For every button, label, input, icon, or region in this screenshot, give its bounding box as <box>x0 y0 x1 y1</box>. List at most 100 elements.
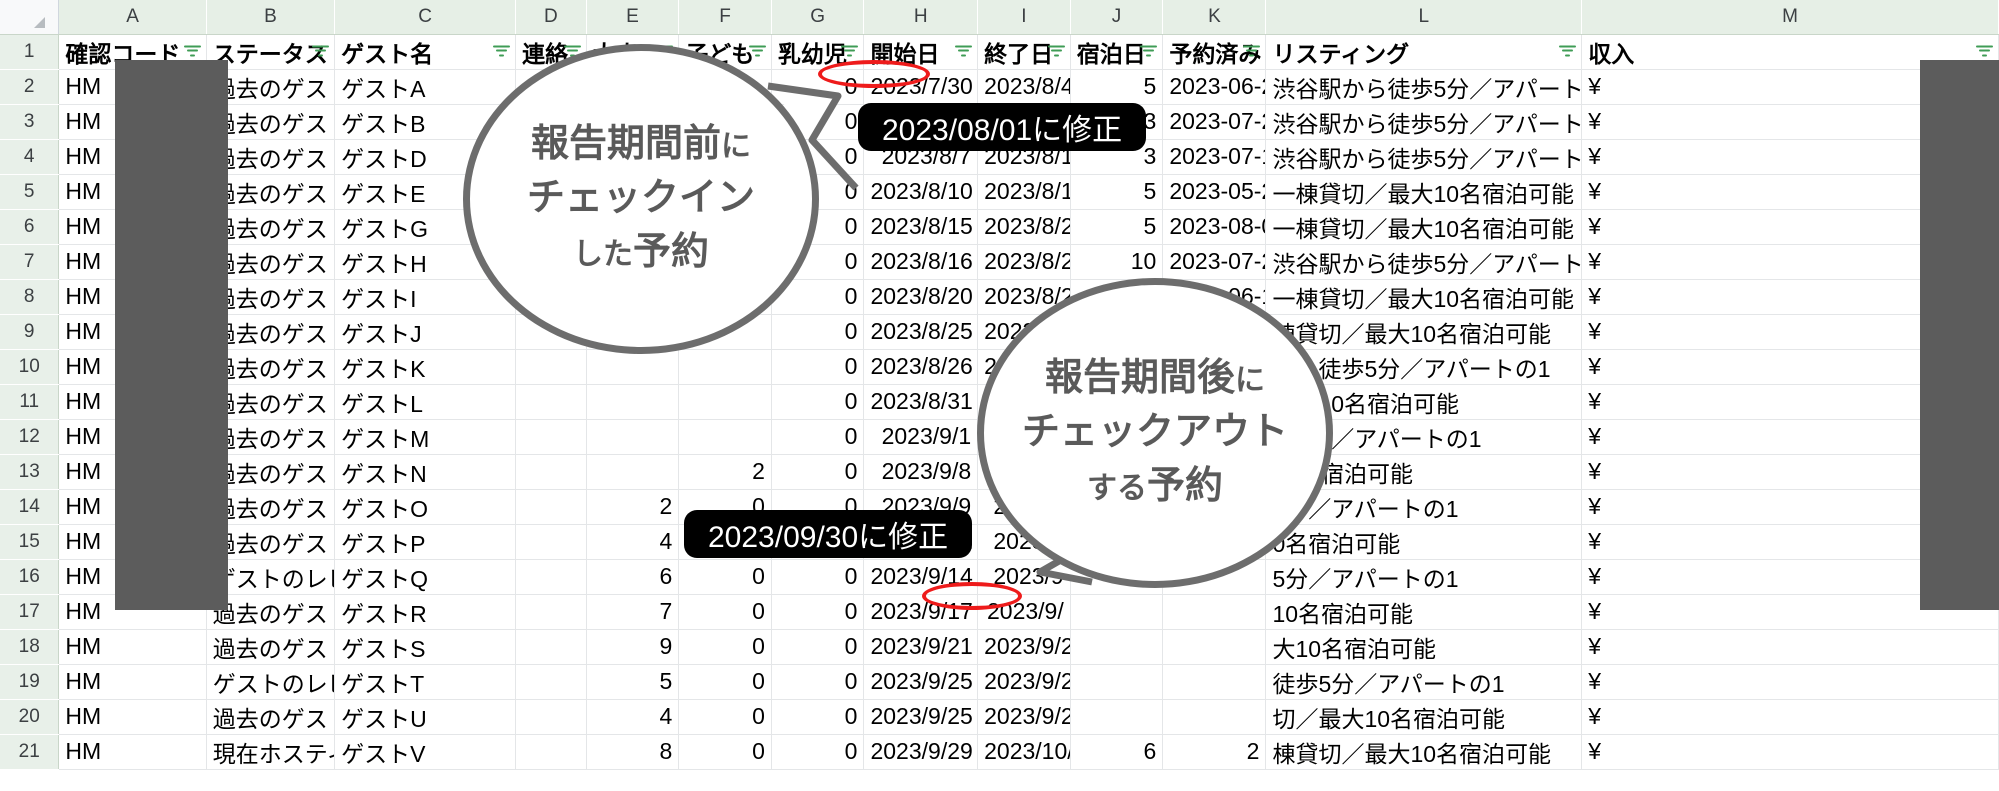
cell-start[interactable]: 2023/9/21 <box>863 629 979 665</box>
cell-booked[interactable]: 2023-08-07 <box>1162 209 1267 245</box>
cell-contact[interactable] <box>515 664 587 700</box>
cell-guest[interactable]: ゲストL <box>334 384 517 420</box>
cell-adults[interactable] <box>586 384 680 420</box>
cell-start[interactable]: 2023/8/10 <box>863 174 979 210</box>
cell-booked[interactable] <box>1162 699 1267 735</box>
cell-guest[interactable]: ゲストR <box>334 594 517 630</box>
cell-listing[interactable]: 徒歩5分／アパートの1 <box>1265 664 1583 700</box>
table-row[interactable]: 2HM過去のゲストゲストA02023/7/302023/8/452023-06-… <box>0 69 1999 105</box>
cell-infants[interactable]: 0 <box>771 349 865 385</box>
cell-adults[interactable]: 4 <box>586 524 680 560</box>
cell-contact[interactable] <box>515 594 587 630</box>
cell-end[interactable]: 2023/8/4 <box>977 69 1071 105</box>
cell-infants[interactable]: 0 <box>771 559 865 595</box>
cell-code[interactable]: HM <box>58 664 207 700</box>
cell-contact[interactable] <box>515 699 587 735</box>
cell-children[interactable]: 0 <box>678 734 772 770</box>
header-cell-c[interactable]: ゲスト名 <box>334 34 517 70</box>
column-letter-e[interactable]: E <box>586 0 680 35</box>
cell-income[interactable]: ¥ <box>1581 699 1999 735</box>
cell-adults[interactable] <box>586 349 680 385</box>
cell-listing[interactable]: 渋谷駅から徒歩5分／アパートの1 <box>1265 69 1583 105</box>
table-row[interactable]: 20HM過去のゲストゲストU4002023/9/252023/9/29切／最大1… <box>0 699 1999 735</box>
cell-nights[interactable]: 5 <box>1070 174 1164 210</box>
cell-guest[interactable]: ゲストN <box>334 454 517 490</box>
row-number-2[interactable]: 2 <box>0 69 60 105</box>
cell-infants[interactable]: 0 <box>771 279 865 315</box>
cell-start[interactable]: 2023/8/15 <box>863 209 979 245</box>
cell-listing[interactable]: 棟貸切／最大10名宿泊可能 <box>1265 734 1583 770</box>
cell-contact[interactable] <box>515 454 587 490</box>
cell-children[interactable]: 0 <box>678 629 772 665</box>
filter-icon[interactable] <box>748 45 766 58</box>
cell-infants[interactable]: 0 <box>771 734 865 770</box>
cell-listing[interactable]: 10名宿泊可能 <box>1265 594 1583 630</box>
cell-nights[interactable] <box>1070 664 1164 700</box>
cell-adults[interactable]: 8 <box>586 734 680 770</box>
cell-start[interactable]: 2023/9/17 <box>863 594 979 630</box>
cell-infants[interactable]: 0 <box>771 384 865 420</box>
cell-booked[interactable]: 2023-05-21 <box>1162 174 1267 210</box>
column-letter-h[interactable]: H <box>863 0 979 35</box>
cell-nights[interactable] <box>1070 594 1164 630</box>
cell-contact[interactable] <box>515 349 587 385</box>
filter-icon[interactable] <box>1047 45 1065 58</box>
cell-nights[interactable]: 5 <box>1070 209 1164 245</box>
row-number-11[interactable]: 11 <box>0 384 60 420</box>
cell-booked[interactable] <box>1162 664 1267 700</box>
cell-infants[interactable]: 0 <box>771 594 865 630</box>
table-row[interactable]: 19HMゲストのレビ:ゲストT5002023/9/252023/9/29徒歩5分… <box>0 664 1999 700</box>
cell-income[interactable]: ¥ <box>1581 664 1999 700</box>
cell-end[interactable]: 2023/9/29 <box>977 699 1071 735</box>
cell-adults[interactable]: 2 <box>586 489 680 525</box>
row-number-18[interactable]: 18 <box>0 629 60 665</box>
cell-status[interactable]: 現在ホスティ: <box>206 734 336 770</box>
cell-listing[interactable]: 5分／アパートの1 <box>1265 559 1583 595</box>
filter-icon[interactable] <box>312 45 330 58</box>
cell-contact[interactable] <box>515 384 587 420</box>
cell-adults[interactable]: 7 <box>586 594 680 630</box>
cell-guest[interactable]: ゲストP <box>334 524 517 560</box>
column-letter-j[interactable]: J <box>1070 0 1164 35</box>
cell-guest[interactable]: ゲストV <box>334 734 517 770</box>
row-number-15[interactable]: 15 <box>0 524 60 560</box>
row-number-14[interactable]: 14 <box>0 489 60 525</box>
cell-guest[interactable]: ゲストQ <box>334 559 517 595</box>
row-number-12[interactable]: 12 <box>0 419 60 455</box>
cell-nights[interactable]: 5 <box>1070 69 1164 105</box>
cell-start[interactable]: 2023/8/20 <box>863 279 979 315</box>
cell-nights[interactable]: 6 <box>1070 734 1164 770</box>
cell-booked[interactable]: 2023-07-17 <box>1162 139 1267 175</box>
column-letter-b[interactable]: B <box>206 0 336 35</box>
cell-nights[interactable] <box>1070 629 1164 665</box>
table-row[interactable]: 8HM過去のゲストゲストI02023/8/202023/8/2332023-06… <box>0 279 1999 315</box>
row-number-3[interactable]: 3 <box>0 104 60 140</box>
cell-listing[interactable]: 切／最大10名宿泊可能 <box>1265 699 1583 735</box>
filter-icon[interactable] <box>841 45 859 58</box>
cell-infants[interactable]: 0 <box>771 314 865 350</box>
column-letter-a[interactable]: A <box>58 0 207 35</box>
cell-infants[interactable]: 0 <box>771 629 865 665</box>
cell-contact[interactable] <box>515 489 587 525</box>
column-letter-l[interactable]: L <box>1265 0 1583 35</box>
row-number-6[interactable]: 6 <box>0 209 60 245</box>
table-row[interactable]: 7HM過去のゲストゲストH02023/8/162023/8/26102023-0… <box>0 244 1999 280</box>
cell-adults[interactable] <box>586 454 680 490</box>
cell-end[interactable]: 2023/8/20 <box>977 209 1071 245</box>
filter-icon[interactable] <box>1140 45 1158 58</box>
cell-listing[interactable]: 渋谷駅から徒歩5分／アパートの1 <box>1265 244 1583 280</box>
column-letter-i[interactable]: I <box>977 0 1071 35</box>
row-number-16[interactable]: 16 <box>0 559 60 595</box>
row-number-1[interactable]: 1 <box>0 34 60 70</box>
cell-nights[interactable] <box>1070 699 1164 735</box>
cell-children[interactable] <box>678 384 772 420</box>
cell-adults[interactable] <box>586 419 680 455</box>
header-cell-i[interactable]: 終了日 <box>977 34 1071 70</box>
cell-guest[interactable]: ゲストT <box>334 664 517 700</box>
row-number-17[interactable]: 17 <box>0 594 60 630</box>
select-all-corner[interactable] <box>0 0 60 35</box>
table-row[interactable]: 21HM現在ホスティ:ゲストV8002023/9/292023/10/562棟貸… <box>0 734 1999 770</box>
filter-icon[interactable] <box>493 45 511 58</box>
cell-contact[interactable] <box>515 629 587 665</box>
cell-status[interactable]: 過去のゲスト <box>206 629 336 665</box>
